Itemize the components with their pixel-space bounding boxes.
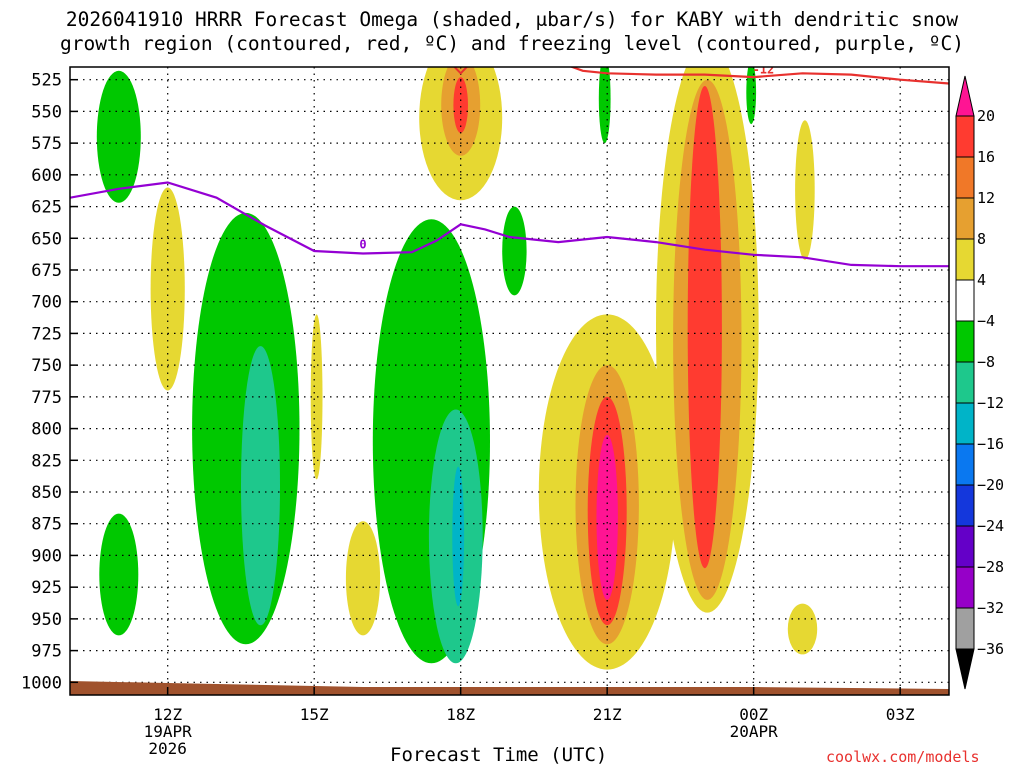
colorbar-bottom-arrow xyxy=(955,648,975,690)
dgz-contour-tip xyxy=(453,67,469,75)
colorbar-swatch-10 xyxy=(955,484,975,527)
colorbar-label-10: −24 xyxy=(977,517,1004,535)
colorbar-swatch-9 xyxy=(955,443,975,486)
y-tick-label-1000: 1000 xyxy=(21,673,62,693)
omega-region-13 xyxy=(795,120,815,260)
x-tick-label-18Z: 18Z xyxy=(446,705,475,724)
y-tick-label-750: 750 xyxy=(31,356,62,376)
dotted-grid xyxy=(70,67,949,695)
colorbar-label-11: −28 xyxy=(977,558,1004,576)
freezing-level-label: 0 xyxy=(359,237,366,251)
colorbar-label-12: −32 xyxy=(977,599,1004,617)
y-tick-label-725: 725 xyxy=(31,324,62,344)
contour-line-layer: 0 -12 xyxy=(70,62,949,268)
colorbar-label-2: 12 xyxy=(977,189,995,207)
x-tick-label-12Z: 12Z xyxy=(153,705,182,724)
y-tick-label-975: 975 xyxy=(31,642,62,662)
colorbar-swatch-12 xyxy=(955,566,975,609)
chart-title-line-2: growth region (contoured, red, ºC) and f… xyxy=(60,32,964,55)
colorbar-swatch-8 xyxy=(955,402,975,445)
omega-region-4 xyxy=(502,206,527,296)
colorbar-swatch-6 xyxy=(955,320,975,363)
colorbar-label-6: −8 xyxy=(977,353,995,371)
y-tick-label-825: 825 xyxy=(31,451,62,471)
colorbar-label-7: −12 xyxy=(977,394,1004,412)
x-tick-date-12Z: 19APR xyxy=(144,722,193,741)
dgz-minus12-line xyxy=(569,67,949,85)
colorbar-swatch-3 xyxy=(955,197,975,240)
colorbar-top-arrow xyxy=(955,75,975,117)
terrain-layer xyxy=(70,681,949,695)
omega-region-23 xyxy=(687,86,722,569)
y-tick-label-525: 525 xyxy=(31,71,62,91)
x-tick-year-12Z: 2026 xyxy=(148,739,187,758)
omega-region-21 xyxy=(453,77,469,133)
omega-region-9 xyxy=(345,521,381,636)
y-tick-label-800: 800 xyxy=(31,420,62,440)
omega-region-8 xyxy=(310,314,323,480)
colorbar-swatch-5 xyxy=(955,279,975,322)
omega-region-5 xyxy=(598,67,611,144)
y-tick-label-900: 900 xyxy=(31,546,62,566)
x-tick-label-03Z: 03Z xyxy=(886,705,915,724)
colorbar-swatch-13 xyxy=(955,607,975,650)
x-tick-label-00Z: 00Z xyxy=(739,705,768,724)
omega-region-20 xyxy=(452,466,465,607)
colorbar-swatch-7 xyxy=(955,361,975,404)
colorbar-label-3: 8 xyxy=(977,230,986,248)
y-tick-label-600: 600 xyxy=(31,166,62,186)
x-axis-label: Forecast Time (UTC) xyxy=(390,744,608,766)
omega-region-15 xyxy=(241,346,280,626)
colorbar-swatch-11 xyxy=(955,525,975,568)
pressure-axis: 525 550 575 600 625 650 675 700 725 750 775 800 825 8… xyxy=(21,71,78,693)
y-tick-label-625: 625 xyxy=(31,198,62,218)
y-tick-label-675: 675 xyxy=(31,261,62,281)
y-tick-label-700: 700 xyxy=(31,293,62,313)
y-tick-label-925: 925 xyxy=(31,578,62,598)
omega-region-0 xyxy=(96,70,141,203)
colorbar-label-0: 20 xyxy=(977,107,995,125)
y-tick-label-850: 850 xyxy=(31,483,62,503)
colorbar-label-4: 4 xyxy=(977,271,986,289)
colorbar-label-9: −20 xyxy=(977,476,1004,494)
x-tick-date-00Z: 20APR xyxy=(730,722,779,741)
omega-region-1 xyxy=(99,513,139,636)
omega-region-24 xyxy=(596,434,618,600)
freezing-level-line xyxy=(70,181,949,268)
credit-link[interactable]: coolwx.com/models xyxy=(826,748,980,766)
plot-frame xyxy=(69,66,950,696)
colorbar-swatch-2 xyxy=(955,156,975,199)
colorbar-swatch-1 xyxy=(955,115,975,158)
y-tick-label-575: 575 xyxy=(31,134,62,154)
colorbar-swatch-4 xyxy=(955,238,975,281)
colorbar-label-5: −4 xyxy=(977,312,995,330)
colorbar-label-8: −16 xyxy=(977,435,1004,453)
omega-colorbar: 20 16 12 8 4 −4 −8 −12 −16 −20 −24 −28 −32 −36 xyxy=(955,75,1004,690)
omega-fill-layer xyxy=(96,67,818,670)
y-tick-label-775: 775 xyxy=(31,388,62,408)
dgz-minus12-label: -12 xyxy=(753,62,775,76)
chart-title-line-1: 2026041910 HRRR Forecast Omega (shaded, … xyxy=(65,8,959,31)
y-tick-label-950: 950 xyxy=(31,610,62,630)
y-tick-label-650: 650 xyxy=(31,229,62,249)
y-tick-label-550: 550 xyxy=(31,102,62,122)
x-tick-label-21Z: 21Z xyxy=(593,705,622,724)
y-tick-label-875: 875 xyxy=(31,515,62,535)
x-tick-label-15Z: 15Z xyxy=(300,705,329,724)
omega-region-14 xyxy=(787,603,818,655)
terrain-fill xyxy=(70,681,949,695)
colorbar-label-1: 16 xyxy=(977,148,995,166)
colorbar-label-13: −36 xyxy=(977,640,1004,658)
